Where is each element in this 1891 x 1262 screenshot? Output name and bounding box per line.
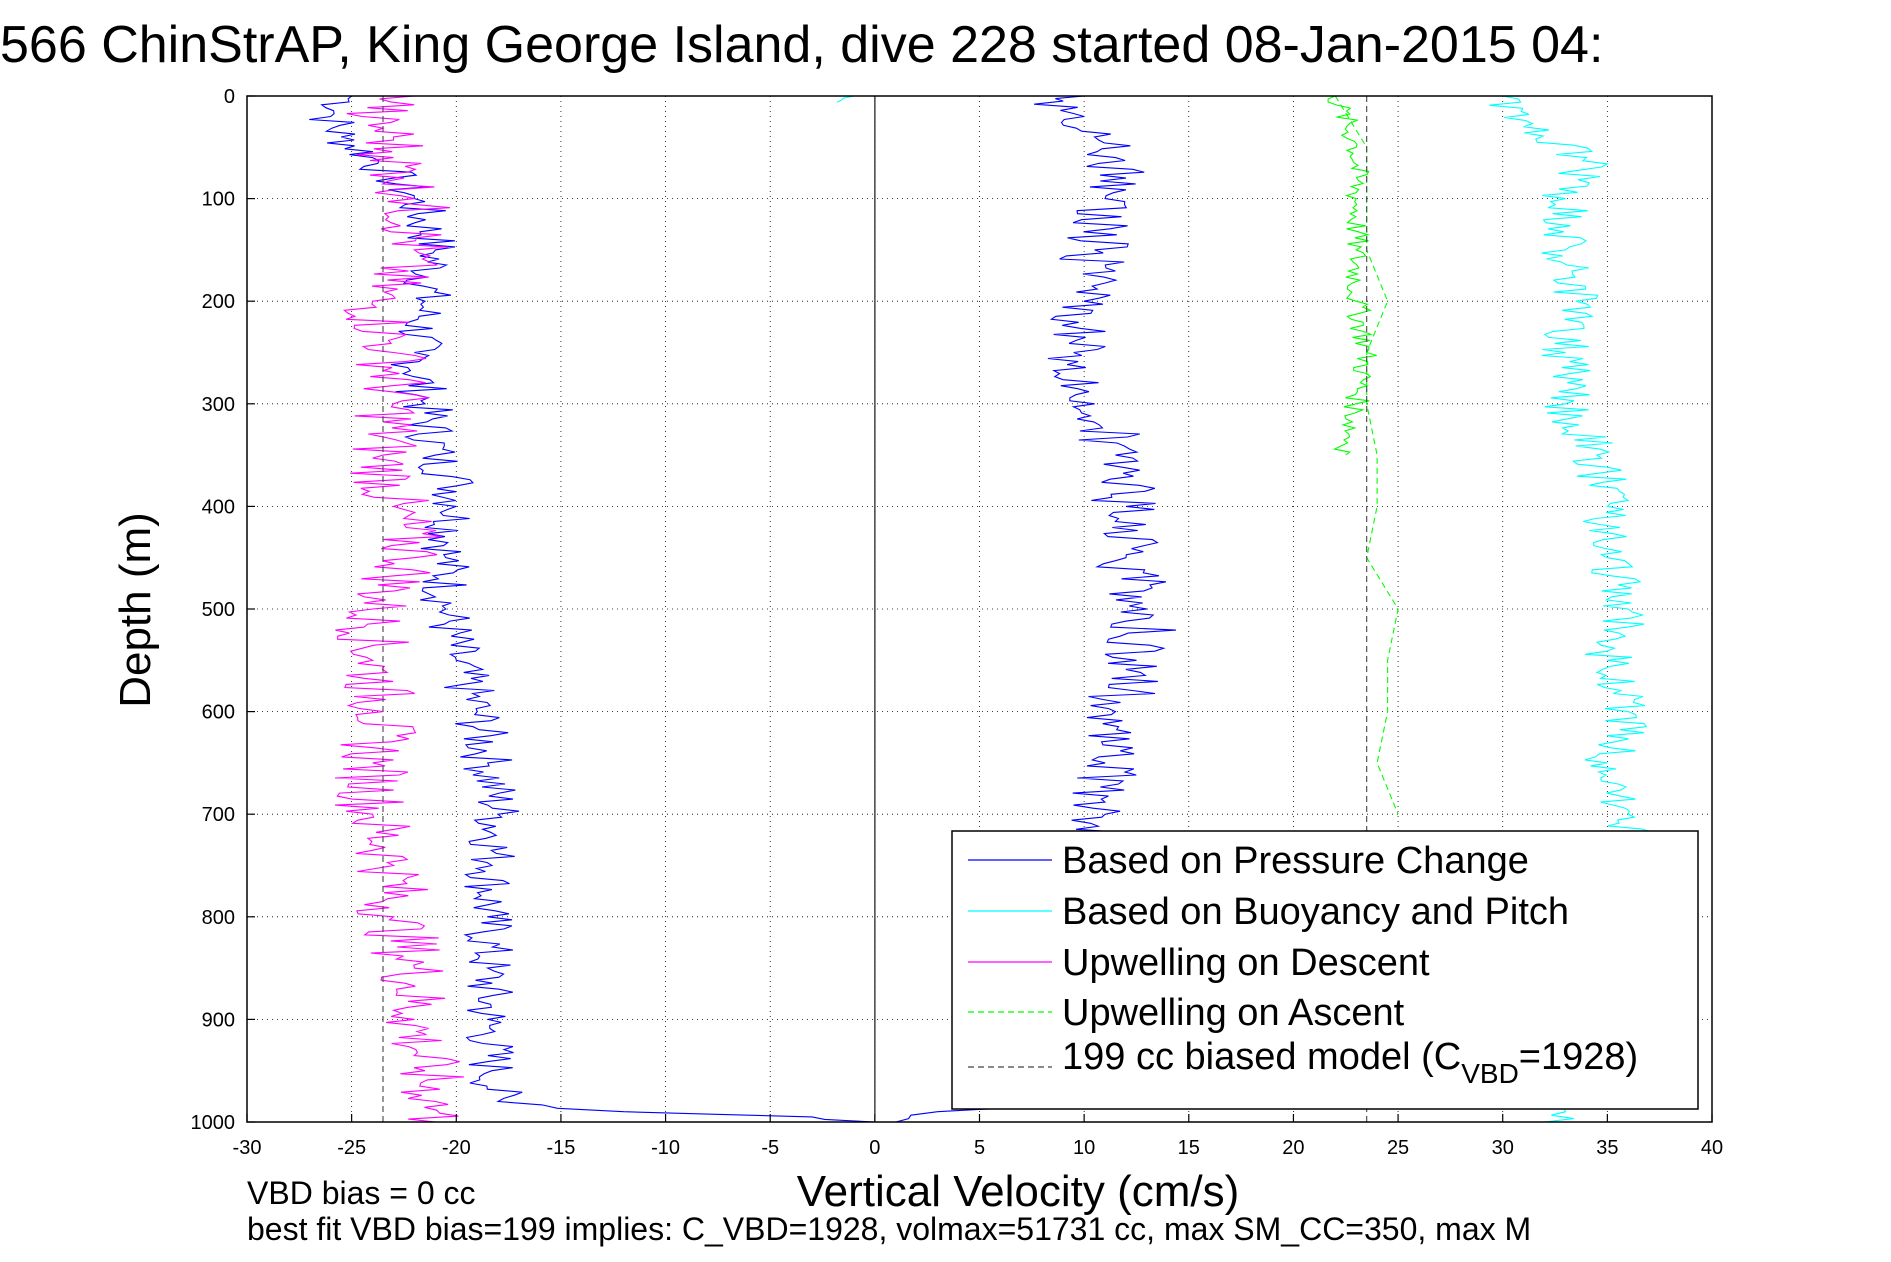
y-tick-label: 200 xyxy=(202,291,235,313)
legend-label-buoyancy: Based on Buoyancy and Pitch xyxy=(1062,891,1569,933)
x-tick-label: -5 xyxy=(761,1137,779,1159)
x-tick-label: 0 xyxy=(869,1137,880,1159)
legend-label-pressure: Based on Pressure Change xyxy=(1062,840,1529,882)
series-pressure_descent xyxy=(309,95,875,1123)
x-tick-label: 35 xyxy=(1596,1137,1618,1159)
y-tick-label: 600 xyxy=(202,702,235,724)
legend-model-subscript: VBD xyxy=(1461,1058,1519,1089)
best-fit-note: best fit VBD bias=199 implies: C_VBD=192… xyxy=(247,1211,1531,1247)
series-layer xyxy=(309,95,1652,1123)
series-upwell_descent xyxy=(334,95,464,1123)
y-tick-label: 800 xyxy=(202,907,235,929)
legend-model-suffix: =1928) xyxy=(1519,1036,1638,1078)
legend-box xyxy=(951,830,1699,1110)
y-tick-label: 0 xyxy=(224,86,235,108)
y-tick-label: 1000 xyxy=(191,1112,236,1134)
legend-label-model: 199 cc biased model (CVBD=1928) xyxy=(1062,1036,1638,1089)
x-axis-label: Vertical Velocity (cm/s) xyxy=(797,1167,1240,1216)
x-tick-label: -20 xyxy=(442,1137,471,1159)
series-upwell_ascent_raw xyxy=(1327,95,1377,456)
x-tick-label: 5 xyxy=(974,1137,985,1159)
x-tick-label: 10 xyxy=(1073,1137,1095,1159)
x-tick-label: -15 xyxy=(546,1137,575,1159)
x-tick-label: -25 xyxy=(337,1137,366,1159)
x-tick-label: 15 xyxy=(1178,1137,1200,1159)
legend: Based on Pressure Change Based on Buoyan… xyxy=(951,830,1699,1110)
ticks: -30 -25 -20 -15 -10 -5 0 5 10 15 20 25 30 35 400100200… xyxy=(191,86,1724,1159)
y-tick-label: 500 xyxy=(202,599,235,621)
legend-label-upwell-descent: Upwelling on Descent xyxy=(1062,942,1430,984)
y-tick-label: 900 xyxy=(202,1009,235,1031)
legend-model-prefix: 199 cc biased model (C xyxy=(1062,1036,1461,1078)
x-tick-label: 30 xyxy=(1492,1137,1514,1159)
y-tick-label: 400 xyxy=(202,496,235,518)
x-tick-label: -30 xyxy=(233,1137,262,1159)
x-tick-label: 40 xyxy=(1701,1137,1723,1159)
series-buoyancy_descent xyxy=(836,95,855,103)
y-tick-label: 700 xyxy=(202,804,235,826)
x-tick-label: 25 xyxy=(1387,1137,1409,1159)
legend-label-upwell-ascent: Upwelling on Ascent xyxy=(1062,992,1405,1034)
vbd-bias-note: VBD bias = 0 cc xyxy=(247,1175,476,1211)
x-tick-label: -10 xyxy=(651,1137,680,1159)
y-tick-label: 100 xyxy=(202,189,235,211)
y-tick-label: 300 xyxy=(202,394,235,416)
y-axis-label: Depth (m) xyxy=(111,512,160,708)
x-tick-label: 20 xyxy=(1282,1137,1304,1159)
chart-title: 566 ChinStrAP, King George Island, dive … xyxy=(0,16,1603,74)
